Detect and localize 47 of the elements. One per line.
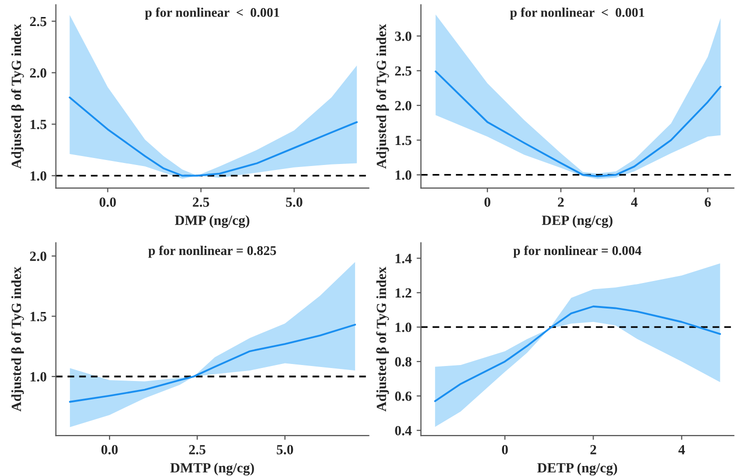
x-axis-title: DETP (ng/cg): [537, 462, 618, 476]
x-axis-title: DMP (ng/cg): [174, 215, 250, 228]
y-axis-title: Adjusted β of TyG index: [11, 24, 24, 169]
y-tick-label: 1.4: [396, 254, 412, 264]
y-tick-label: 1.0: [396, 170, 412, 180]
line-series: [69, 324, 356, 403]
y-tick-label: 0.8: [395, 357, 412, 367]
y-tick-label: 1.5: [396, 136, 412, 146]
x-tick-label: 2.5: [189, 445, 206, 454]
chart-title: p for nonlinear < 0.001: [510, 8, 644, 20]
x-tick-label: 0: [484, 197, 490, 207]
y-tick-label: 3.0: [395, 32, 412, 42]
y-tick-label: 1.0: [396, 322, 412, 332]
y-tick-label: 1.5: [30, 120, 46, 130]
x-tick-label: 2: [590, 445, 596, 454]
x-tick-label: 5.0: [276, 444, 294, 454]
x-tick-label: 4: [678, 445, 685, 454]
y-tick-label: 2.0: [30, 68, 46, 78]
x-tick-label: 0.0: [101, 444, 118, 454]
chart-title: p for nonlinear = 0.825: [148, 246, 276, 258]
y-tick-label: 0.4: [395, 426, 412, 436]
y-tick-label: 2.0: [395, 100, 412, 110]
x-tick-label: 2.5: [192, 197, 210, 207]
chart-title: p for nonlinear < 0.001: [145, 8, 280, 20]
y-tick-label: 1.2: [396, 288, 412, 298]
y-axis-title: Adjusted β of TyG index: [376, 266, 389, 412]
y-tick-label: 1.5: [30, 312, 46, 322]
x-tick-label: 5.0: [286, 197, 302, 207]
x-axis-title: DEP (ng/cg): [542, 215, 612, 228]
y-tick-label: 1.0: [30, 372, 46, 382]
chart-title: p for nonlinear = 0.004: [513, 246, 642, 258]
y-axis-title: Adjusted β of TyG index: [11, 266, 24, 412]
x-tick-label: 6: [704, 197, 711, 207]
x-tick-label: 0: [502, 444, 508, 454]
y-axis-title: Adjusted β of TyG index: [376, 24, 389, 169]
x-tick-label: 4: [631, 198, 638, 207]
x-axis-title: DMTP (ng/cg): [170, 462, 254, 476]
x-tick-label: 2: [558, 197, 564, 207]
y-tick-label: 1.0: [30, 171, 46, 181]
y-tick-label: 2.0: [30, 252, 46, 262]
y-tick-label: 2.5: [395, 66, 412, 76]
y-tick-label: 2.5: [30, 16, 46, 26]
line-series: [434, 306, 722, 402]
line-series: [68, 96, 358, 177]
y-tick-label: 0.6: [395, 392, 412, 401]
x-tick-label: 0.0: [100, 197, 116, 207]
line-series: [434, 70, 722, 178]
